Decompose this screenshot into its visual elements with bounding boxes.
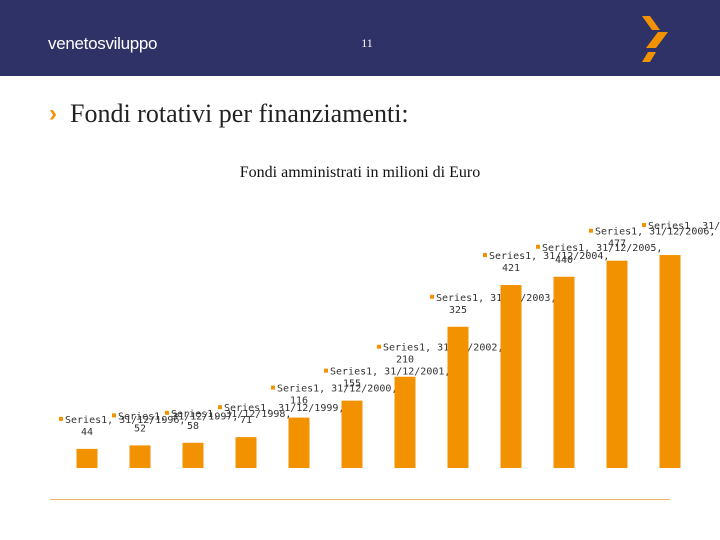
bar-31/12/2003 (447, 326, 469, 468)
company-logo: venetosviluppo (48, 34, 158, 54)
data-label: Series1, 31/12/2006, (595, 227, 715, 238)
bar-31/12/2007 (659, 255, 681, 468)
data-label: Series1, 31/12/1999, (224, 403, 344, 414)
title-bullet-icon: › (49, 100, 57, 127)
data-label-marker (112, 413, 116, 418)
data-label-marker (59, 416, 63, 421)
data-label: Series1, 31/12/2002, (383, 343, 503, 354)
bar-31/12/2000 (288, 417, 310, 468)
bar-31/12/2001 (341, 400, 363, 468)
bar-31/12/2006 (606, 260, 628, 468)
chart-title: Fondi amministrati in milioni di Euro (239, 164, 481, 181)
brand-mark-icon (642, 16, 668, 62)
bar-31/12/2004 (500, 285, 522, 468)
data-label: Series1, 31/12/1997, (118, 411, 238, 422)
data-label-value: 325 (449, 305, 467, 316)
data-label: Series1, 31/12/2004, (489, 251, 609, 262)
data-label-value: 116 (290, 396, 308, 407)
bar-31/12/2005 (553, 276, 575, 468)
bar-31/12/1998 (182, 442, 204, 468)
bar-31/12/1997 (129, 445, 151, 468)
bar-31/12/1999 (235, 437, 257, 468)
data-label-marker (324, 368, 328, 373)
data-label-marker (483, 253, 487, 258)
bar-chart: Series1, 31/12/1996,44 Series1, 31/12/199… (59, 221, 720, 468)
data-label: Series1, 31/12/2007, (648, 221, 720, 232)
data-label: Series1, 31/12/1998, (171, 409, 291, 420)
data-label: Series1, 31/12/2000, (277, 384, 397, 395)
data-label-marker (589, 228, 593, 233)
data-label-marker (377, 344, 381, 349)
data-label: Series1, 31/12/2005, (542, 243, 662, 254)
header-bar: venetosviluppo 11 (0, 0, 720, 76)
slide-title: Fondi rotativi per finanziamenti: (70, 99, 409, 128)
data-label-marker (271, 385, 275, 390)
data-label-value: 71 (240, 415, 252, 426)
data-label-value: 155 (343, 379, 361, 390)
slide-number: 11 (361, 36, 373, 50)
data-label: Series1, 31/12/2003, (436, 293, 556, 304)
data-label-value: 58 (187, 421, 199, 432)
data-label-value: 52 (134, 423, 146, 434)
logo-text: venetosviluppo (48, 34, 158, 53)
data-label-value: 477 (608, 239, 626, 250)
bar-31/12/2002 (394, 376, 416, 468)
data-label-marker (430, 294, 434, 299)
footer-divider (50, 499, 670, 500)
data-label: Series1, 31/12/2001, (330, 367, 450, 378)
data-label-marker (218, 405, 222, 410)
data-label-marker (536, 244, 540, 249)
bar-31/12/1996 (76, 448, 98, 468)
data-label-value: 440 (555, 255, 573, 266)
data-label-marker (165, 410, 169, 415)
data-label: Series1, 31/12/1996, (65, 415, 185, 426)
data-label-value: 421 (502, 263, 520, 274)
data-label-value: 44 (81, 427, 93, 438)
data-label-marker (642, 223, 646, 228)
data-label-value: 210 (396, 355, 414, 366)
